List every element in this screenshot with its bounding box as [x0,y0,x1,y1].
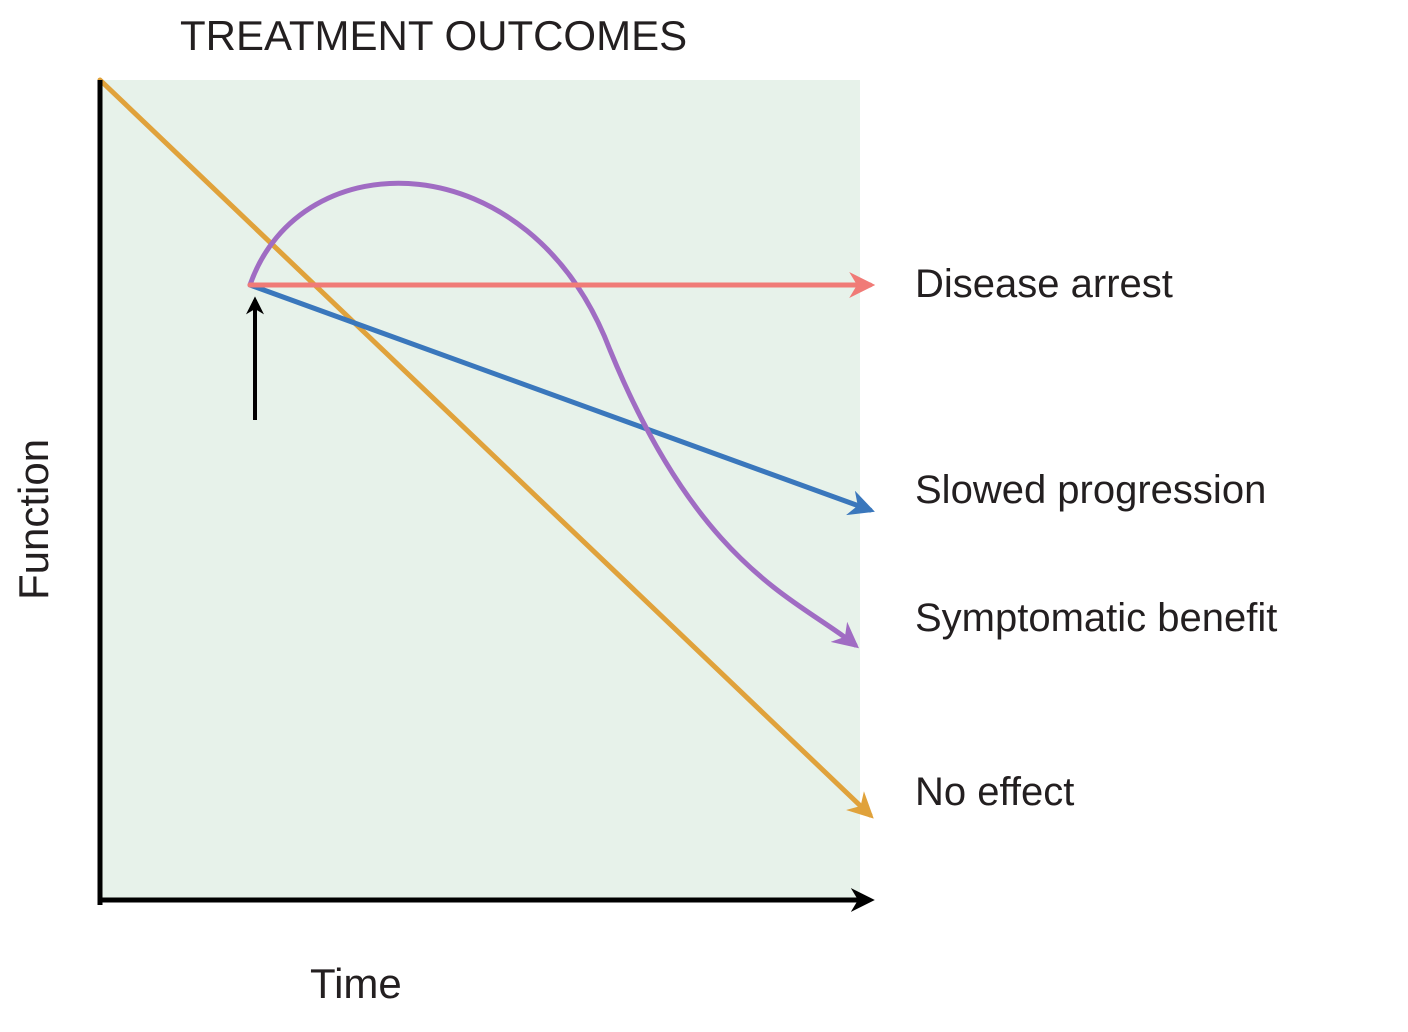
outcome-label-slowed-progression: Slowed progression [915,468,1266,513]
diagram-canvas: TREATMENT OUTCOMES Time Function Disease… [0,0,1408,1032]
outcome-label-disease-arrest: Disease arrest [915,262,1173,307]
x-axis-label: Time [310,960,402,1008]
outcome-label-no-effect: No effect [915,770,1074,815]
chart-title: TREATMENT OUTCOMES [180,12,687,60]
y-axis-label: Function [10,439,58,600]
outcome-label-symptomatic-benefit: Symptomatic benefit [915,596,1277,641]
chart-svg [0,0,1408,1032]
